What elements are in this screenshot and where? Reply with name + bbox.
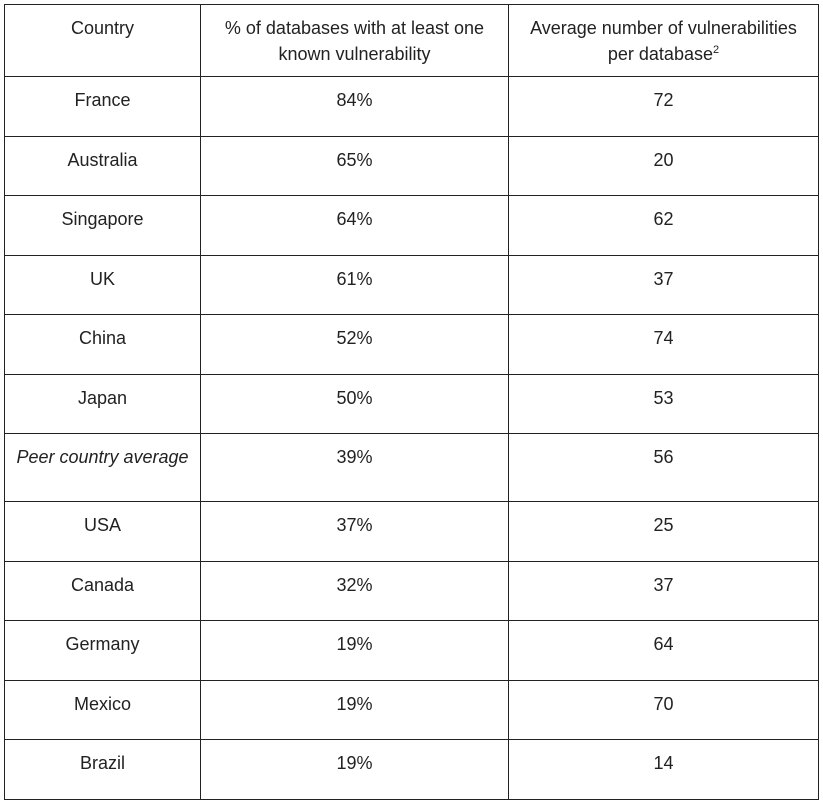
table-row: UK 61% 37 [4,254,819,315]
cell-country: Singapore [4,195,201,256]
cell-percent: 61% [200,254,509,315]
cell-percent: 64% [200,195,509,256]
table-row: Mexico 19% 70 [4,679,819,740]
cell-country: China [4,314,201,375]
cell-average: 74 [508,314,819,375]
cell-percent: 65% [200,135,509,196]
cell-average: 25 [508,501,819,562]
cell-average: 14 [508,739,819,800]
cell-country: UK [4,254,201,315]
cell-percent: 52% [200,314,509,375]
cell-average: 62 [508,195,819,256]
cell-percent: 84% [200,76,509,137]
header-country: Country [4,4,201,77]
cell-country: USA [4,501,201,562]
cell-country: Germany [4,620,201,681]
cell-country: Australia [4,135,201,196]
table-row: Singapore 64% 62 [4,195,819,256]
table-row: Canada 32% 37 [4,560,819,621]
cell-average: 37 [508,254,819,315]
table-row: Japan 50% 53 [4,373,819,434]
footnote-marker: 2 [712,44,720,56]
cell-country: Brazil [4,739,201,800]
cell-average: 72 [508,76,819,137]
header-percent: % of databases with at least one known v… [200,4,509,77]
table-row: France 84% 72 [4,76,819,137]
table-row-peer-average: Peer country average 39% 56 [4,433,819,502]
cell-country: France [4,76,201,137]
table-row: Germany 19% 64 [4,620,819,681]
cell-average: 56 [508,433,819,502]
cell-percent: 19% [200,739,509,800]
table-row: USA 37% 25 [4,501,819,562]
header-average: Average number of vulnerabilities per da… [508,4,819,77]
table-row: Brazil 19% 14 [4,739,819,800]
cell-country: Mexico [4,679,201,740]
table-row: China 52% 74 [4,314,819,375]
cell-percent: 37% [200,501,509,562]
cell-percent: 19% [200,620,509,681]
cell-percent: 50% [200,373,509,434]
cell-country: Japan [4,373,201,434]
vulnerability-table: Country % of databases with at least one… [4,4,819,800]
header-average-label: Average number of vulnerabilities per da… [530,18,797,64]
cell-country: Canada [4,560,201,621]
cell-percent: 19% [200,679,509,740]
table-row: Australia 65% 20 [4,135,819,196]
cell-average: 53 [508,373,819,434]
cell-average: 70 [508,679,819,740]
table-header-row: Country % of databases with at least one… [4,4,819,77]
cell-average: 37 [508,560,819,621]
cell-percent: 39% [200,433,509,502]
cell-country: Peer country average [4,433,201,502]
cell-percent: 32% [200,560,509,621]
cell-average: 64 [508,620,819,681]
cell-average: 20 [508,135,819,196]
